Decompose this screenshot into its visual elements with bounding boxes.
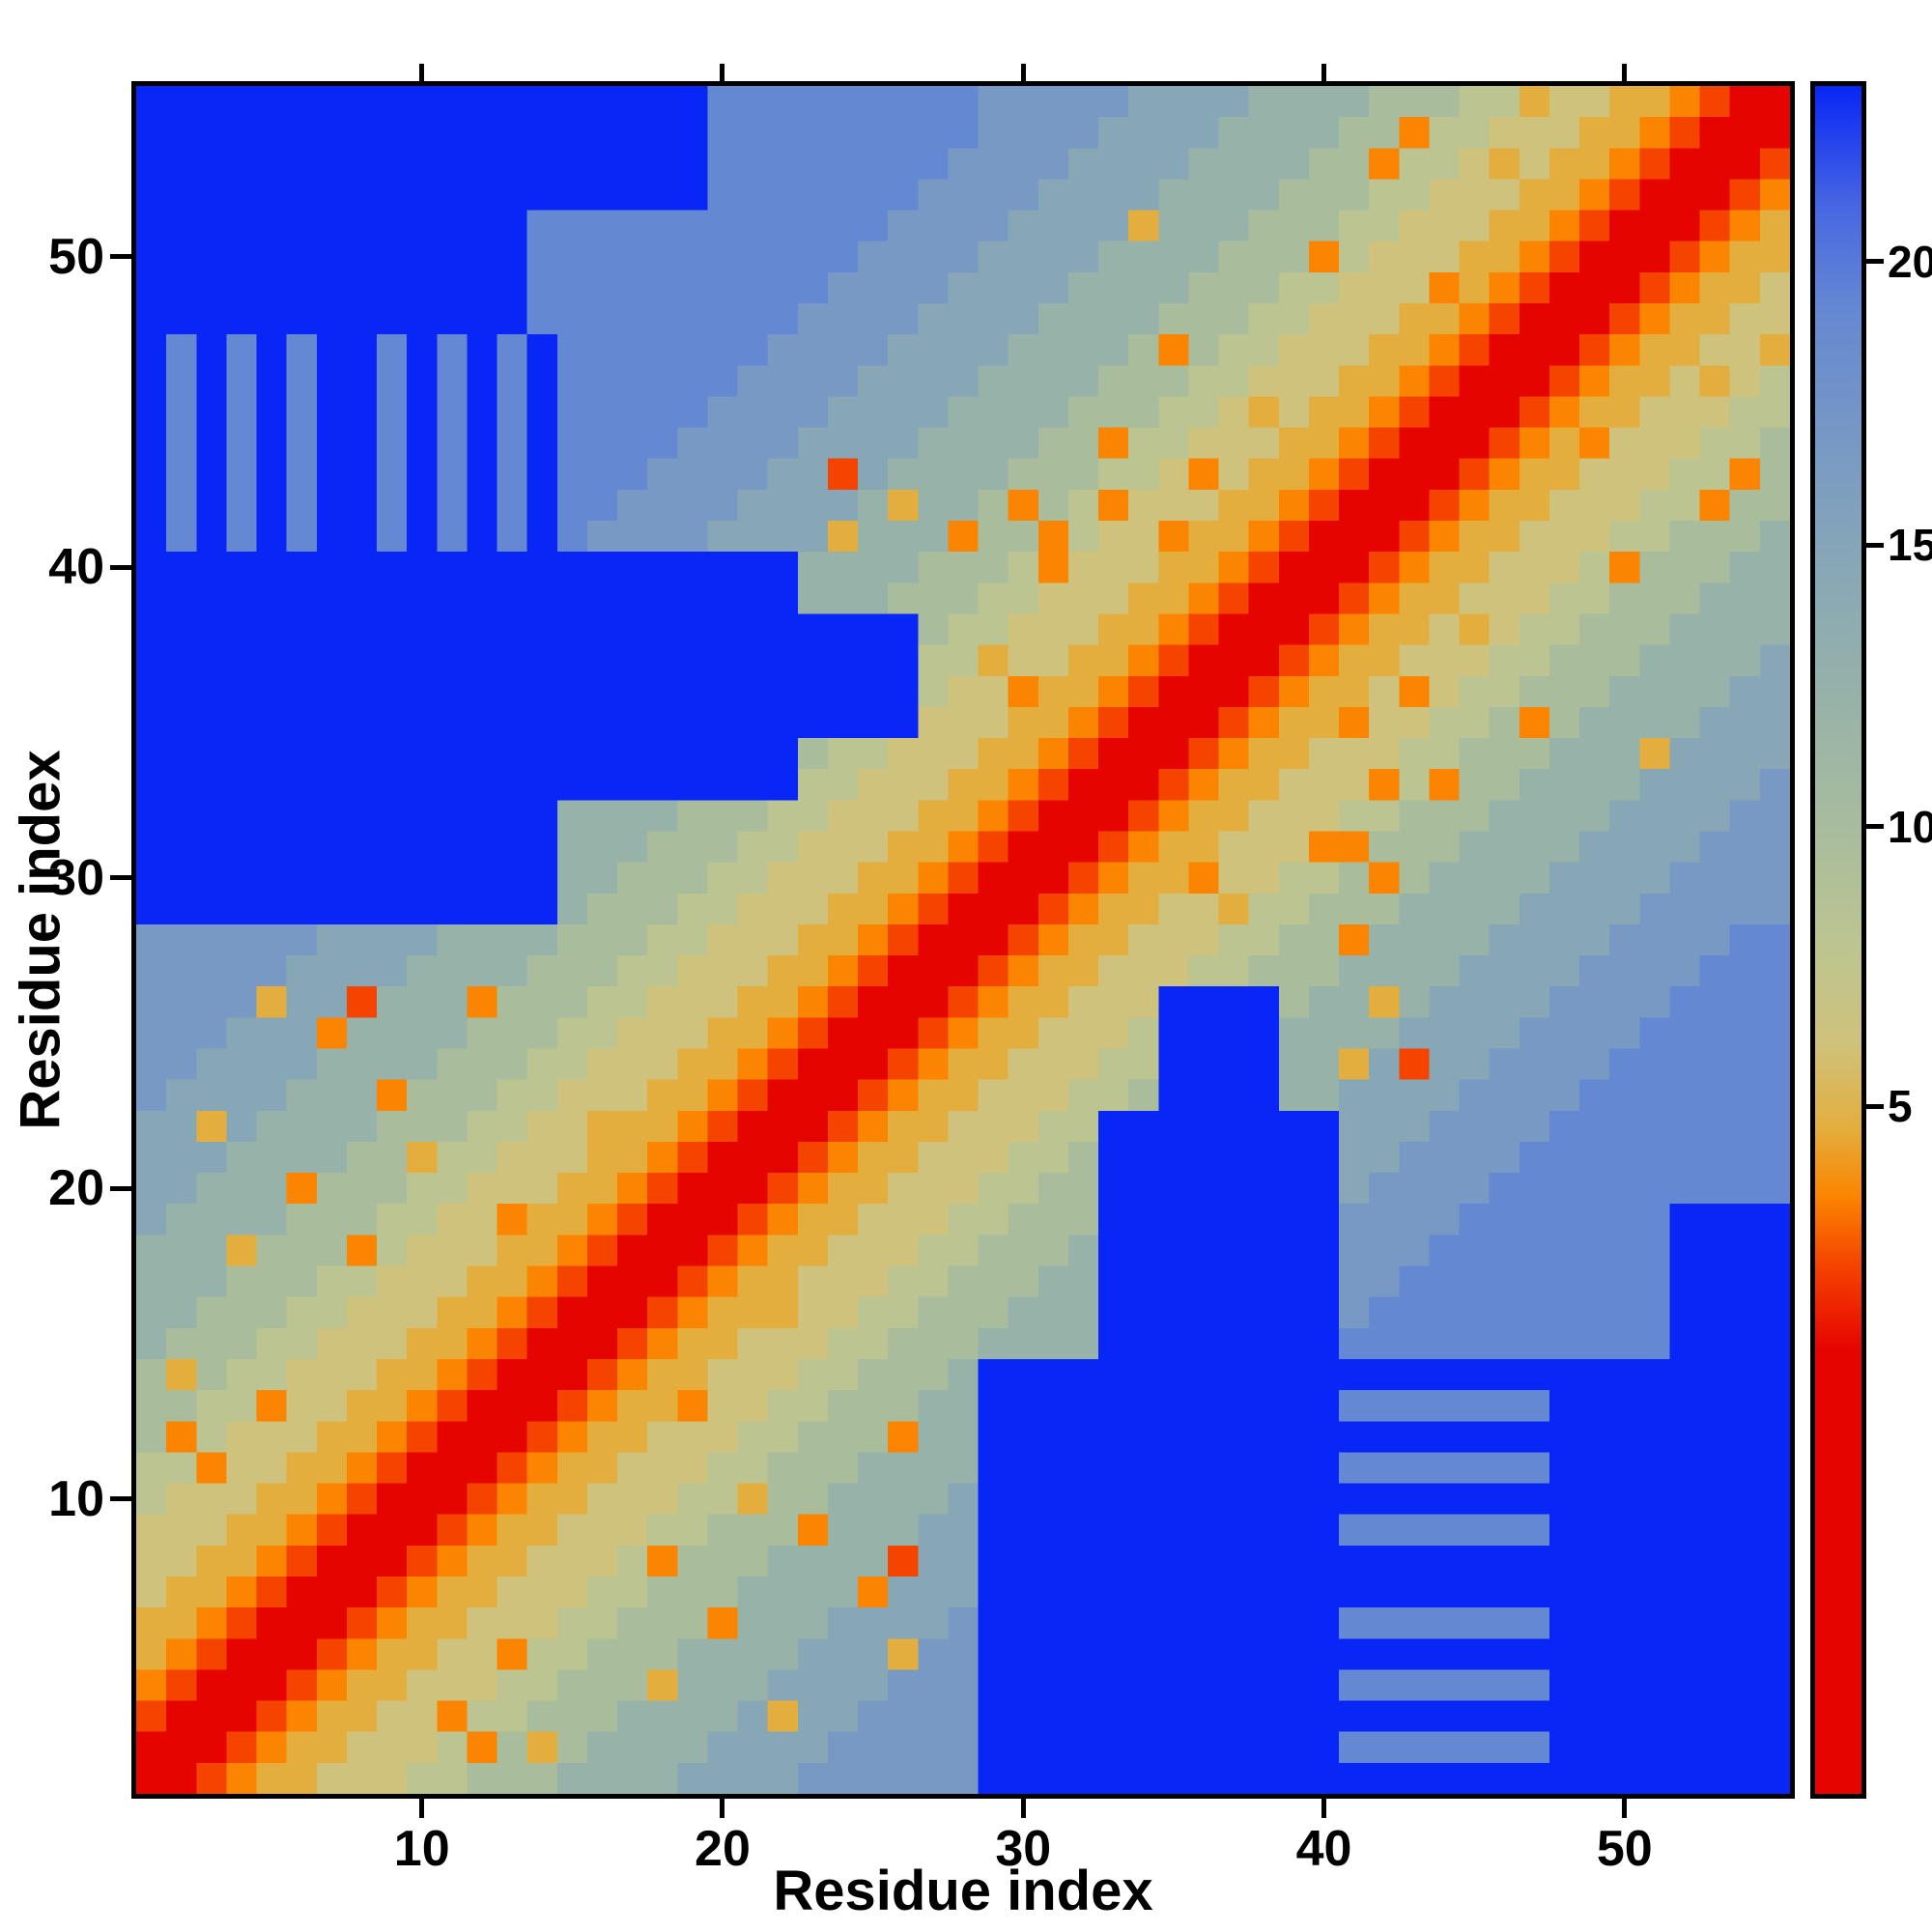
y-tick-mark	[110, 254, 131, 260]
x-tick-label: 50	[1596, 1821, 1653, 1877]
colorbar-tick-label: 15	[1888, 520, 1932, 571]
y-tick-mark	[110, 1496, 131, 1502]
colorbar-tick-mark	[1866, 1103, 1884, 1109]
x-tick-label: 40	[1295, 1821, 1352, 1877]
x-axis-label: Residue index	[773, 1860, 1153, 1922]
colorbar-tick-label: 20	[1888, 236, 1932, 287]
colorbar-gradient	[1815, 86, 1861, 1794]
y-axis-label: Residue index	[9, 750, 72, 1130]
colorbar-tick-label: 5	[1888, 1081, 1913, 1132]
x-tick-label: 30	[995, 1821, 1052, 1877]
y-tick-mark	[110, 1185, 131, 1191]
x-tick-label: 20	[695, 1821, 751, 1877]
x-top-tick-mark	[720, 64, 725, 81]
heatmap-canvas	[136, 86, 1790, 1794]
x-tick-label: 10	[393, 1821, 450, 1877]
colorbar-tick-mark	[1866, 259, 1884, 265]
x-tick-mark	[1020, 1799, 1026, 1818]
x-top-tick-mark	[1321, 64, 1327, 81]
y-tick-label: 40	[48, 539, 104, 596]
x-tick-mark	[720, 1799, 725, 1818]
x-tick-mark	[419, 1799, 425, 1818]
y-tick-label: 10	[48, 1470, 104, 1527]
y-tick-label: 50	[48, 228, 104, 285]
x-top-tick-mark	[1020, 64, 1026, 81]
x-tick-mark	[1622, 1799, 1628, 1818]
y-tick-label: 20	[48, 1160, 104, 1217]
y-tick-mark	[110, 875, 131, 881]
colorbar-tick-label: 10	[1888, 801, 1932, 852]
colorbar	[1810, 81, 1866, 1799]
x-tick-mark	[1321, 1799, 1327, 1818]
x-top-tick-mark	[1622, 64, 1628, 81]
heatmap-plot	[131, 81, 1795, 1799]
y-tick-label: 30	[48, 849, 104, 906]
colorbar-tick-mark	[1866, 542, 1884, 548]
y-tick-mark	[110, 564, 131, 570]
colorbar-tick-mark	[1866, 824, 1884, 830]
x-top-tick-mark	[419, 64, 425, 81]
